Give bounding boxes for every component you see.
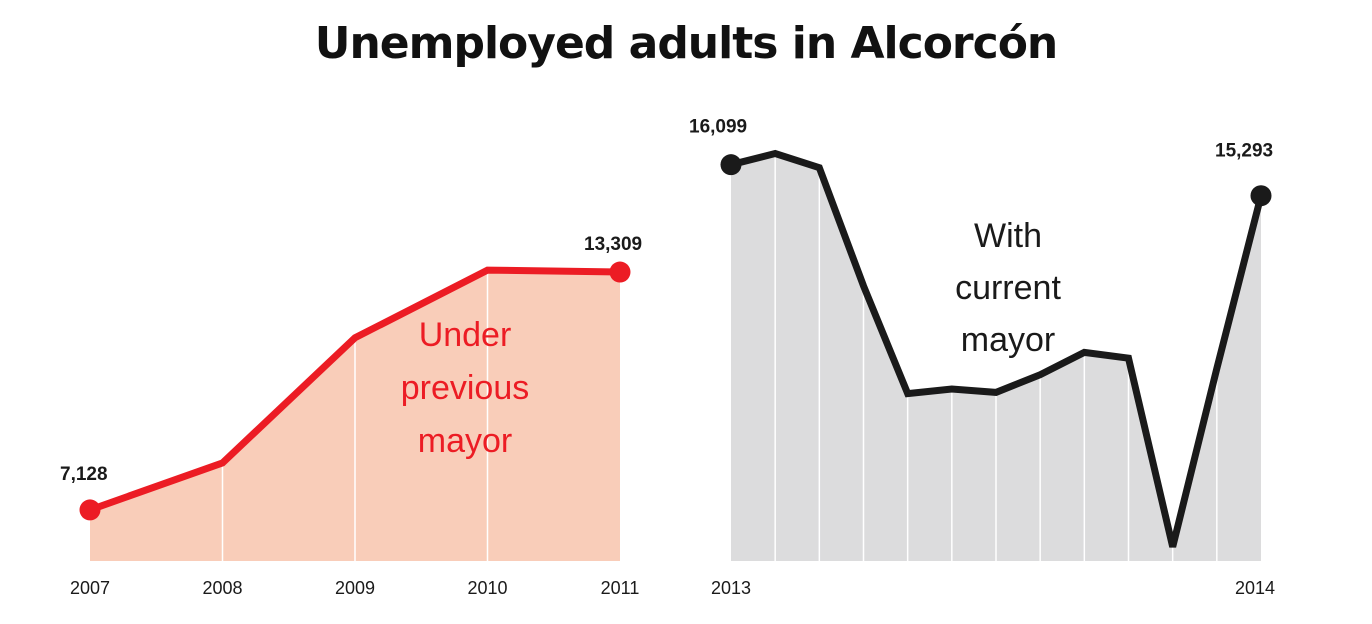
annotation-line: Under <box>419 316 512 354</box>
x-tick-label: 2008 <box>202 578 242 598</box>
series-line-0 <box>88 266 621 514</box>
x-tick-label: 2013 <box>711 578 751 598</box>
x-tick-label: 2010 <box>467 578 507 598</box>
end-value-label: 13,309 <box>584 234 642 255</box>
end-point-marker <box>609 261 631 283</box>
x-tick-label: 2014 <box>1235 578 1275 598</box>
start-point-marker <box>79 499 101 521</box>
chart-title: Unemployed adults in Alcorcón <box>314 18 1059 69</box>
x-tick-label: 2011 <box>601 578 640 598</box>
x-tick-label: 2009 <box>335 578 375 598</box>
end-point-marker <box>1250 185 1272 207</box>
x-tick-label: 2007 <box>70 578 110 598</box>
annotation-line: mayor <box>961 321 1055 359</box>
annotation-line: previous <box>401 369 530 407</box>
start-value-label: 7,128 <box>60 464 108 485</box>
annotation-line: With <box>974 217 1042 255</box>
end-value-label: 15,293 <box>1215 141 1273 162</box>
annotation-line: mayor <box>418 422 512 460</box>
start-value-label: 16,099 <box>689 117 747 138</box>
series-line-1 <box>730 149 1265 548</box>
start-point-marker <box>720 154 742 176</box>
annotation-line: current <box>955 269 1061 307</box>
